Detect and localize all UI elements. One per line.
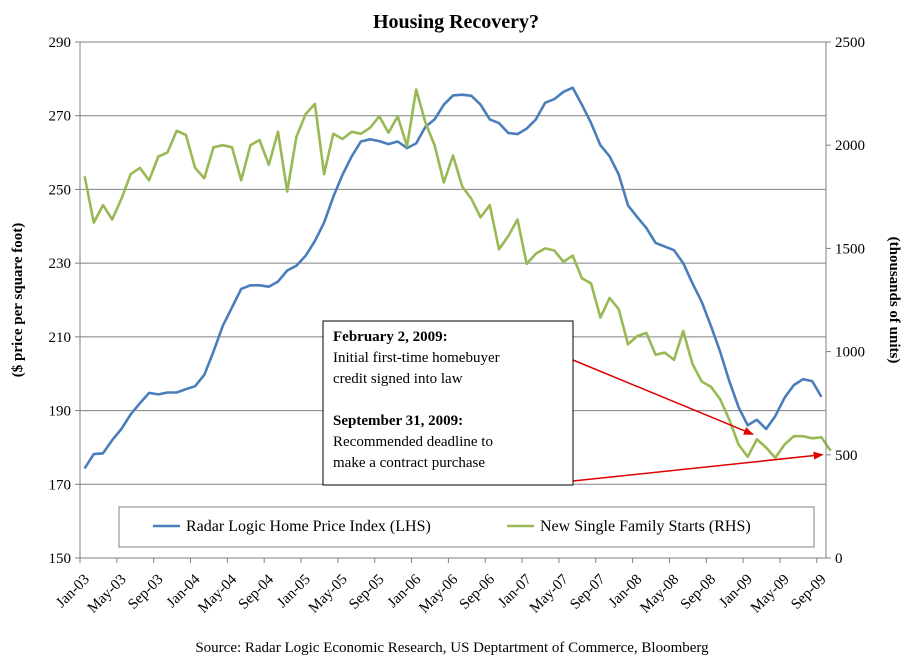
x-tick-label: May-08 [637, 572, 682, 617]
right-tick-label: 500 [835, 448, 858, 464]
x-tick-label: Sep-08 [678, 572, 719, 613]
left-tick-label: 270 [49, 109, 72, 125]
x-tick-label: Sep-05 [346, 572, 387, 613]
x-tick-label: Sep-07 [567, 571, 609, 613]
series-line-single-family-starts [83, 88, 832, 460]
legend-label-single-family-starts: New Single Family Starts (RHS) [540, 518, 751, 535]
chart-title: Housing Recovery? [373, 11, 539, 33]
right-axis-title: (thousands of units) [886, 237, 902, 364]
x-tick-label: May-06 [416, 571, 461, 616]
right-tick-label: 0 [835, 551, 843, 567]
right-tick-label: 2500 [835, 35, 865, 51]
annotation-box-frame [322, 320, 574, 486]
left-tick-label: 290 [49, 35, 72, 51]
legend: Radar Logic Home Price Index (LHS) New S… [118, 506, 815, 548]
annotation-text-2a: Recommended deadline to [333, 434, 493, 450]
left-axis-ticks: 150 170 190 210 230 250 270 290 [49, 35, 80, 567]
left-axis-title: ($ price per square foot) [10, 223, 26, 377]
series-line-home-price-index [83, 86, 823, 470]
right-tick-label: 1500 [835, 241, 865, 257]
annotation-date-2: September 31, 2009: [333, 413, 463, 429]
left-tick-label: 230 [49, 256, 72, 272]
annotation-text-1a: Initial first-time homebuyer [333, 350, 500, 366]
annotation-text-1b: credit signed into law [333, 371, 463, 387]
right-tick-label: 2000 [835, 138, 865, 154]
right-tick-label: 1000 [835, 345, 865, 361]
x-tick-label: May-04 [195, 571, 240, 616]
x-tick-label: May-05 [306, 572, 351, 617]
annotation-arrow-feb-2009 [572, 359, 754, 436]
x-tick-label: May-09 [748, 572, 793, 617]
annotation-arrow-sep-2009 [572, 451, 824, 482]
left-tick-label: 150 [49, 551, 72, 567]
x-tick-label: May-07 [527, 571, 572, 616]
x-tick-label: Sep-03 [125, 572, 166, 613]
source-note: Source: Radar Logic Economic Research, U… [195, 640, 709, 656]
right-axis-ticks: 0 500 1000 1500 2000 2500 [826, 35, 865, 567]
left-tick-label: 190 [49, 404, 72, 420]
left-tick-label: 250 [49, 182, 72, 198]
annotation-text-2b: make a contract purchase [333, 455, 485, 471]
legend-frame [118, 506, 815, 548]
annotation-box: February 2, 2009: Initial first-time hom… [322, 320, 574, 486]
x-axis-ticks: Jan-03May-03Sep-03Jan-04May-04Sep-04Jan-… [53, 558, 830, 617]
left-tick-label: 210 [49, 330, 72, 346]
legend-label-home-price-index: Radar Logic Home Price Index (LHS) [186, 518, 431, 535]
x-tick-label: Sep-04 [236, 571, 278, 613]
annotation-date-1: February 2, 2009: [333, 329, 448, 345]
plot-area-frame [79, 41, 827, 559]
x-tick-label: Sep-06 [457, 571, 499, 613]
left-tick-label: 170 [49, 477, 72, 493]
x-tick-label: May-03 [85, 572, 130, 617]
x-tick-label: Sep-09 [788, 572, 829, 613]
